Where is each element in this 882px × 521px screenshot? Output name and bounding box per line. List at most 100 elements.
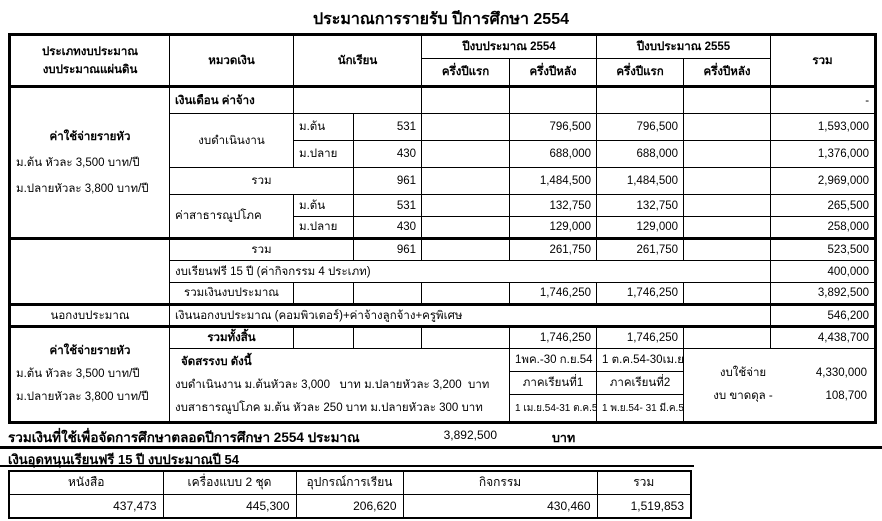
term2-dates-cell: 1 พ.ย.54- 31 มี.ค.55 [596, 394, 685, 423]
expense-deficit-cell: งบใช้จ่าย 4,330,000 งบ ขาดดุล - 108,700 [683, 348, 877, 423]
operating-senior-total-cell: 1,376,000 [770, 140, 877, 168]
budget-total-label-cell: รวมเงินงบประมาณ [169, 282, 294, 305]
per-head-note-cell: ค่าใช้จ่ายรายหัว ม.ต้น หัวละ 3,500 บาท/ป… [9, 85, 170, 239]
expense-line: งบใช้จ่าย 4,330,000 [689, 362, 869, 385]
operating-junior-row: งบดำเนินงาน ม.ต้น 531 796,500 796,500 1,… [10, 113, 877, 168]
subsidy-header-books: หนังสือ [8, 470, 164, 495]
subsidy-activities-value: 430,460 [402, 493, 598, 519]
empty-cell [421, 282, 510, 305]
empty-cell [683, 85, 772, 114]
operating-junior-level-cell: ม.ต้น [293, 113, 354, 141]
empty-cell [421, 216, 510, 239]
allocation-row-3: 1 เม.ย.54-31 ต.ค.54 1 พ.ย.54- 31 มี.ค.55 [10, 394, 876, 423]
empty-cell [683, 237, 772, 261]
empty-cell [683, 326, 772, 349]
empty-cell [421, 326, 510, 349]
budget-total-row: รวมเงินงบประมาณ 1,746,250 1,746,250 3,89… [10, 282, 877, 305]
allocation-row-1: จัดสรรงบ ดังนี้ งบดำเนินงาน ม.ต้นหัวละ 3… [10, 348, 877, 423]
fy2555-header-cell: ปีงบประมาณ 2555 [596, 34, 772, 59]
fy2554-header-cell: ปีงบประมาณ 2554 [420, 34, 598, 59]
subsidy-header-row: หนังสือ เครื่องแบบ 2 ชุด อุปกรณ์การเรียน… [8, 470, 692, 495]
summary-label: รวมเงินที่ใช้เพื่อจัดการศึกษาตลอดปีการศึ… [8, 430, 360, 445]
operating-total-h1-55-cell: 1,484,500 [596, 167, 685, 195]
header-row-1: ประเภทงบประมาณ งบประมาณแผ่นดิน หมวดเงิน … [9, 34, 877, 87]
deficit-value: 108,700 [825, 390, 868, 402]
empty-cell [683, 194, 772, 217]
grand-total-h2-54-cell: 1,746,250 [508, 326, 598, 349]
subsidy-header-uniforms: เครื่องแบบ 2 ชุด [162, 470, 297, 495]
subsidy-table: หนังสือ เครื่องแบบ 2 ชุด อุปกรณ์การเรียน… [8, 470, 692, 519]
subtotal-total-cell: 523,500 [770, 237, 877, 261]
operating-senior-h2-54-cell: 688,000 [508, 140, 598, 168]
empty-cell [683, 216, 772, 239]
subsidy-supplies-value: 206,620 [295, 493, 404, 519]
subsidy-books-value: 437,473 [8, 493, 164, 519]
off-budget-total-cell: 546,200 [770, 303, 877, 328]
utilities-junior-level-cell: ม.ต้น [293, 194, 354, 217]
fy2555-h2-header-cell: ครึ่งปีหลัง [683, 58, 772, 87]
page-title: ประมาณการรายรับ ปีการศึกษา 2554 [313, 11, 569, 28]
grand-total-label-cell: รวมทั้งสิ้น [169, 326, 294, 349]
off-budget-label-cell: เงินนอกงบประมาณ (คอมพิวเตอร์)+ค่าจ้างลูก… [168, 303, 772, 328]
budget-total-total-cell: 3,892,500 [770, 282, 877, 305]
revenue-estimate-table: ประเภทงบประมาณ งบประมาณแผ่นดิน หมวดเงิน … [8, 33, 878, 424]
thick-divider [0, 446, 882, 449]
budget-type-header-cell: ประเภทงบประมาณ งบประมาณแผ่นดิน [9, 34, 170, 87]
free-education-row: งบเรียนฟรี 15 ปี (ค่ากิจกรรม 4 ประเภท) 4… [10, 260, 877, 283]
free-education-total-cell: 400,000 [770, 260, 877, 283]
budget-type-line2: งบประมาณแผ่นดิน [42, 63, 138, 76]
empty-cell [683, 140, 772, 168]
allocation-line2: งบดำเนินงาน ม.ต้นหัวละ 3,000 บาท ม.ปลายห… [175, 378, 490, 391]
budget-type-line1: ประเภทงบประมาณ [41, 45, 139, 58]
empty-cell [683, 113, 772, 141]
operating-senior-h1-55-cell: 688,000 [596, 140, 685, 168]
operating-senior-students-cell: 430 [353, 140, 422, 168]
period1-dates-cell: 1พค.-30 ก.ย.54 [508, 348, 598, 372]
per-head-line1: ค่าใช้จ่ายรายหัว [49, 130, 131, 143]
thin-divider [0, 465, 694, 467]
empty-cell [293, 85, 422, 114]
term2-cell: ภาคเรียนที่2 [596, 371, 685, 395]
deficit-line: งบ ขาดดุล - 108,700 [689, 385, 869, 408]
students-header-cell: นักเรียน [293, 34, 422, 87]
salary-label-cell: เงินเดือน ค่าจ้าง [169, 85, 294, 114]
empty-cell [421, 167, 510, 195]
budget-total-h2-54-cell: 1,746,250 [508, 282, 598, 305]
utilities-junior-h2-54-cell: 132,750 [508, 194, 598, 217]
header-row-2: ครึ่งปีแรก ครึ่งปีหลัง ครึ่งปีแรก ครึ่งป… [10, 58, 876, 87]
summary-amount: 3,892,500 [443, 428, 497, 442]
empty-cell [421, 140, 510, 168]
operating-total-label-cell: รวม [169, 167, 354, 195]
empty-cell [293, 326, 354, 349]
utilities-junior-total-cell: 265,500 [770, 194, 877, 217]
utilities-junior-h1-55-cell: 132,750 [596, 194, 685, 217]
operating-total-total-cell: 2,969,000 [770, 167, 877, 195]
empty-cell [293, 282, 354, 305]
operating-junior-students-cell: 531 [353, 113, 422, 141]
allocation-line3: งบสาธารณูปโภค ม.ต้น หัวละ 250 บาท ม.ปลาย… [175, 401, 483, 414]
operating-junior-h1-55-cell: 796,500 [596, 113, 685, 141]
money-category-header-cell: หมวดเงิน [169, 34, 294, 87]
utilities-label-cell: ค่าสาธารณูปโภค [169, 194, 294, 239]
salary-total-cell: - [770, 85, 877, 114]
off-budget-row: นอกงบประมาณ เงินนอกงบประมาณ (คอมพิวเตอร์… [9, 303, 877, 328]
empty-cell [353, 326, 422, 349]
subtotal-h2-54-cell: 261,750 [508, 237, 598, 261]
subtotal-row: รวม 961 261,750 261,750 523,500 [9, 237, 877, 305]
per-head-note2-cell: ค่าใช้จ่ายรายหัว ม.ต้น หัวละ 3,500 บาท/ป… [9, 326, 170, 423]
grand-total-h1-55-cell: 1,746,250 [596, 326, 685, 349]
utilities-senior-h1-55-cell: 129,000 [596, 216, 685, 239]
total-header-cell: รวม [770, 34, 877, 87]
empty-cell [421, 237, 510, 261]
subtotal-students-cell: 961 [353, 237, 422, 261]
operating-senior-row: ม.ปลาย 430 688,000 688,000 1,376,000 [10, 140, 877, 168]
empty-cell [508, 85, 598, 114]
utilities-senior-total-cell: 258,000 [770, 216, 877, 239]
subsidy-header-total: รวม [596, 470, 692, 495]
empty-cell [683, 282, 772, 305]
allocation-line1: จัดสรรงบ ดังนี้ [181, 355, 252, 368]
per-head2-line2: ม.ต้น หัวละ 3,500 บาท/ปี [16, 368, 140, 380]
subtotal-h1-55-cell: 261,750 [596, 237, 685, 261]
fy2555-h1-header-cell: ครึ่งปีแรก [596, 58, 685, 87]
